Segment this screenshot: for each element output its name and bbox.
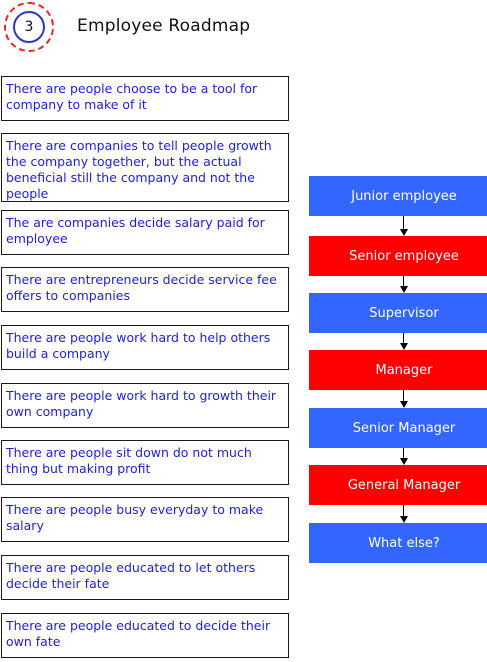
roadmap-step-general-manager: General Manager: [309, 465, 487, 505]
step-number: 3: [13, 11, 45, 43]
roadmap-step-manager: Manager: [309, 350, 487, 390]
note-box: There are people educated to let others …: [1, 555, 289, 600]
page-title: Employee Roadmap: [77, 16, 251, 36]
roadmap-step-senior-employee: Senior employee: [309, 236, 487, 276]
note-box: There are entrepreneurs decide service f…: [1, 267, 289, 312]
step-number-badge: 3: [4, 2, 54, 52]
roadmap-step-junior-employee: Junior employee: [309, 176, 487, 216]
flow-arrow: [400, 333, 408, 350]
note-box: There are people educated to decide thei…: [1, 613, 289, 658]
note-box: There are people work hard to growth the…: [1, 383, 289, 428]
flow-arrow: [400, 505, 408, 523]
roadmap-step-supervisor: Supervisor: [309, 293, 487, 333]
flow-arrow: [400, 390, 408, 408]
note-box: The are companies decide salary paid for…: [1, 210, 289, 255]
flow-arrow: [400, 216, 408, 236]
roadmap-step-what-else: What else?: [309, 523, 487, 563]
note-box: There are companies to tell people growt…: [1, 133, 289, 202]
flow-arrow: [400, 276, 408, 293]
roadmap-step-senior-manager: Senior Manager: [309, 408, 487, 448]
note-box: There are people work hard to help other…: [1, 325, 289, 370]
note-box: There are people sit down do not much th…: [1, 440, 289, 485]
flow-arrow: [400, 448, 408, 465]
note-box: There are people choose to be a tool for…: [1, 76, 289, 121]
note-box: There are people busy everyday to make s…: [1, 497, 289, 542]
